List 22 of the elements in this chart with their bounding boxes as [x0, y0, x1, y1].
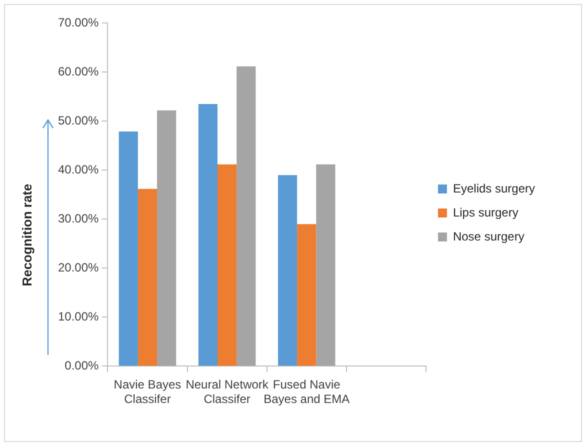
y-tick-label: 60.00% — [58, 64, 100, 79]
bar — [316, 164, 336, 366]
y-tick-label: 10.00% — [58, 310, 100, 324]
bar — [138, 188, 158, 366]
bar — [278, 175, 298, 366]
y-tick-label: 30.00% — [58, 212, 100, 226]
bar — [236, 66, 256, 366]
bar — [218, 164, 237, 366]
bar — [297, 224, 316, 366]
legend-label: Nose surgery — [452, 229, 524, 244]
legend-label: Lips surgery — [452, 205, 518, 220]
y-axis-title: Recognition rate — [20, 184, 34, 286]
bar — [157, 110, 176, 366]
x-tick-label: Navie Bayes Classifer — [114, 378, 182, 406]
y-tick-label: 50.00% — [58, 114, 100, 128]
y-tick-label: 20.00% — [58, 260, 100, 275]
y-tick-label: 40.00% — [58, 162, 100, 177]
bar — [198, 104, 218, 366]
y-tick-label: 0.00% — [64, 358, 100, 373]
legend-label: Eyelids surgery — [452, 181, 535, 196]
bar — [118, 131, 138, 366]
y-tick-label: 70.00% — [58, 16, 100, 30]
